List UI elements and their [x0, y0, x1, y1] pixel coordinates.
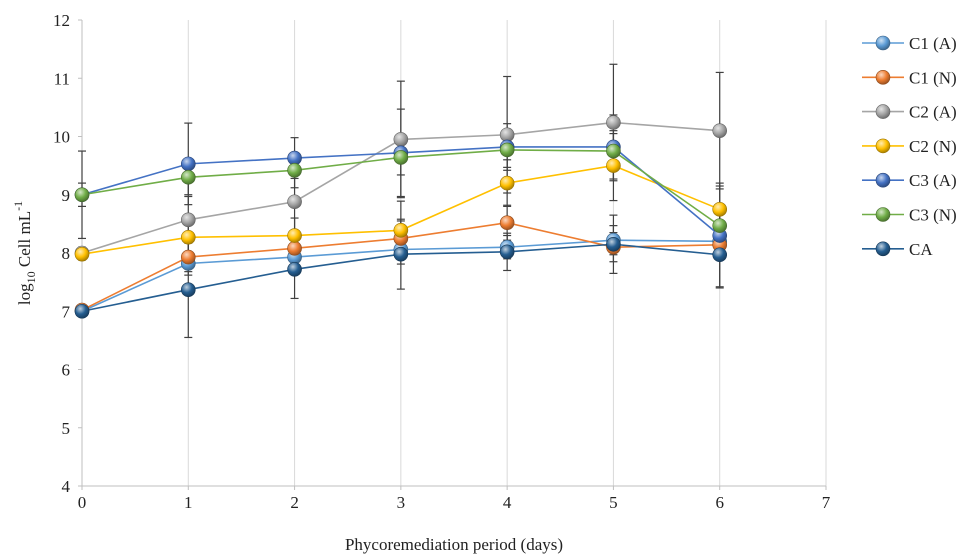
data-point: [287, 262, 302, 277]
y-tick-label: 12: [53, 11, 70, 30]
data-point: [499, 175, 515, 191]
x-tick-label: 7: [822, 493, 831, 512]
data-point: [712, 218, 728, 233]
y-tick-label: 4: [62, 477, 71, 496]
legend-item: C1 (N): [862, 68, 957, 87]
y-axis-title-superscript: -1: [11, 201, 25, 211]
legend: C1 (A) C1 (N) C2 (A) C2 (N) C3 (A) C3 (N) CA: [862, 34, 957, 259]
x-tick-label: 4: [503, 493, 512, 512]
legend-label: C1 (N): [909, 68, 957, 87]
legend-marker: [875, 172, 891, 188]
legend-marker: [875, 70, 891, 85]
data-point: [606, 158, 621, 173]
data-point: [180, 249, 196, 265]
data-point: [606, 115, 621, 130]
data-point: [180, 212, 196, 228]
data-point: [499, 127, 515, 143]
data-point: [74, 246, 90, 262]
legend-label: C2 (N): [909, 137, 957, 156]
legend-label: C2 (A): [909, 103, 957, 122]
y-axis-title: log10 Cell mL-1: [11, 201, 38, 305]
legend-marker: [875, 138, 891, 154]
data-point: [287, 150, 302, 166]
y-tick-label: 8: [62, 244, 71, 263]
legend-item: C2 (N): [862, 137, 957, 156]
series-markers: [74, 115, 728, 319]
y-axis-title-subscript: 10: [24, 271, 38, 283]
data-point: [180, 282, 196, 297]
data-point: [606, 236, 621, 252]
x-tick-label: 2: [290, 493, 299, 512]
data-point: [393, 222, 409, 238]
legend-label: C3 (N): [909, 206, 957, 225]
legend-marker: [875, 207, 891, 222]
legend-label: C1 (A): [909, 34, 957, 53]
y-tick-label: 11: [54, 69, 70, 88]
data-point: [712, 123, 728, 138]
x-tick-label: 5: [609, 493, 618, 512]
y-tick-label: 6: [62, 361, 71, 380]
data-point: [180, 156, 196, 172]
data-point: [74, 303, 90, 319]
data-point: [606, 143, 621, 159]
legend-item: C1 (A): [862, 34, 957, 53]
data-point: [499, 142, 515, 158]
data-point: [499, 215, 515, 231]
y-axis-title-main: Cell mL: [15, 211, 34, 271]
x-tick-label: 3: [397, 493, 406, 512]
x-axis-title: Phycoremediation period (days): [345, 535, 563, 554]
x-tick-label: 1: [184, 493, 193, 512]
legend-marker: [875, 35, 891, 51]
y-axis-title-base: log: [15, 283, 34, 305]
data-point: [712, 247, 728, 263]
legend-item: CA: [862, 240, 933, 259]
data-point: [499, 244, 515, 260]
y-tick-label: 5: [62, 419, 71, 438]
data-point: [712, 202, 728, 217]
x-tick-label: 0: [78, 493, 87, 512]
data-point: [287, 228, 302, 243]
legend-marker: [875, 241, 891, 257]
data-point: [180, 169, 196, 185]
y-tick-label: 9: [62, 186, 71, 205]
legend-item: C3 (A): [862, 171, 957, 190]
legend-item: C3 (N): [862, 206, 957, 225]
data-point: [287, 194, 302, 210]
y-tick-label: 7: [62, 302, 71, 321]
data-point: [74, 187, 90, 203]
data-point: [393, 246, 409, 262]
y-tick-label: 10: [53, 128, 70, 147]
data-point: [287, 162, 302, 178]
legend-label: C3 (A): [909, 171, 957, 190]
x-tick-label: 6: [715, 493, 724, 512]
legend-item: C2 (A): [862, 103, 957, 122]
data-point: [393, 150, 409, 165]
legend-marker: [875, 104, 891, 119]
data-point: [287, 241, 302, 256]
legend-label: CA: [909, 240, 933, 259]
data-point: [393, 132, 409, 147]
data-point: [180, 229, 196, 245]
